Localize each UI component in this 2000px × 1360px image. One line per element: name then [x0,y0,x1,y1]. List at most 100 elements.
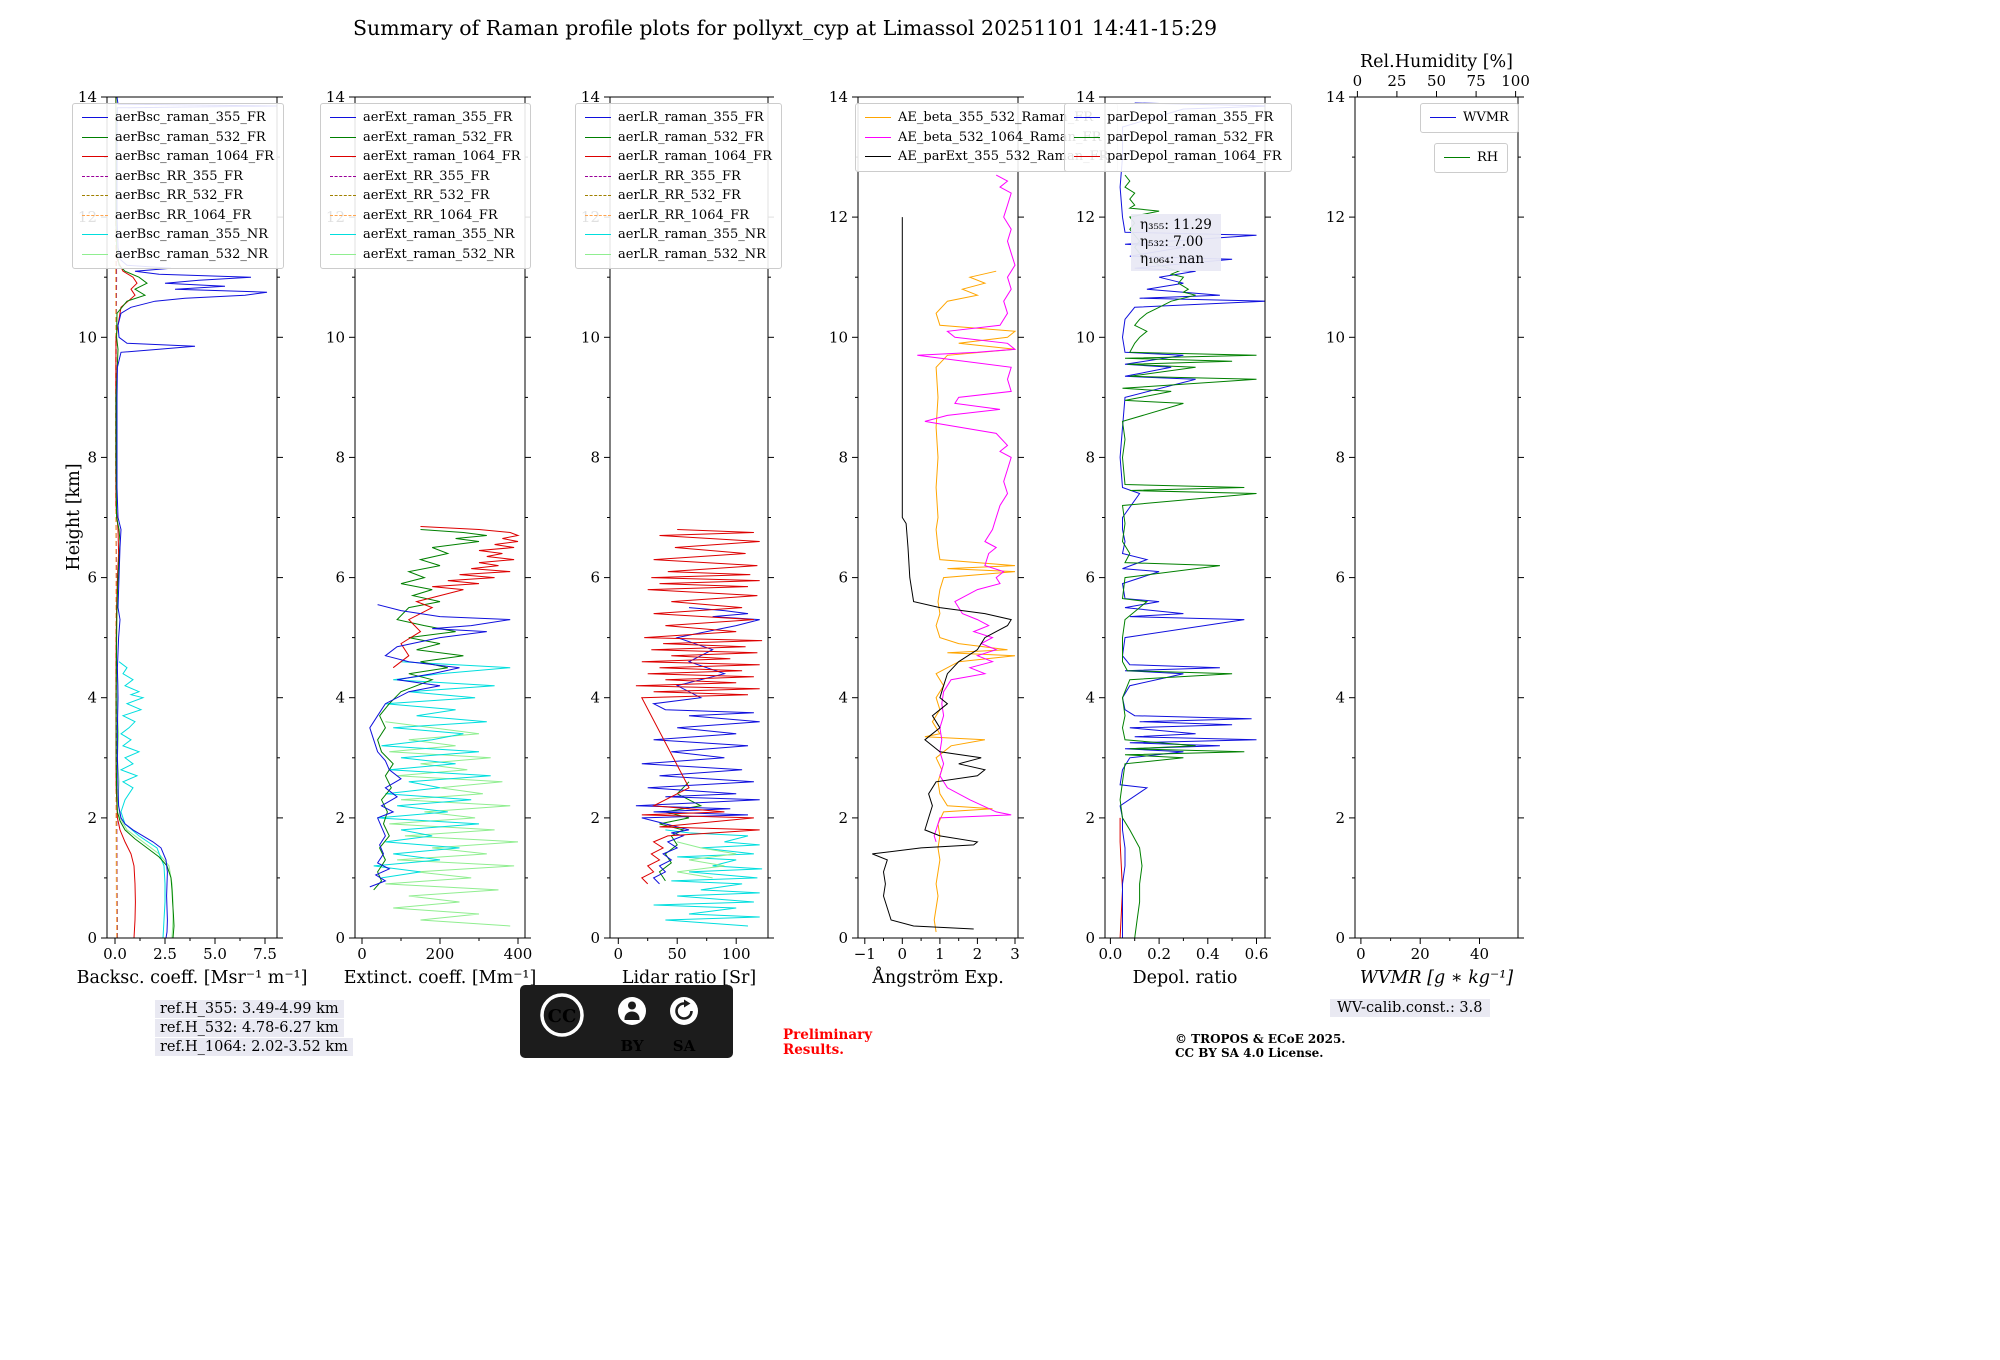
series-aerExt_raman_355_NR [373,661,511,879]
eta-annotation: η₃₅₅: 11.29 η₅₃₂: 7.00 η₁₀₆₄: nan [1131,214,1221,271]
legend-line-sample [1444,157,1470,159]
legend-label: aerBsc_raman_532_FR [115,129,266,145]
legend-entry: aerBsc_RR_532_FR [82,186,274,206]
legend-line-sample [82,195,108,197]
legend-entry: aerExt_RR_532_FR [330,186,521,206]
legend-entry: aerExt_raman_355_FR [330,108,521,128]
legend-line-sample [330,175,356,177]
top-tick-label: 50 [1427,72,1446,90]
legend-label: WVMR [1463,110,1509,125]
legend-label: AE_beta_355_532_Raman_FR [898,110,1094,125]
x-tick-label: 0 [614,945,624,963]
x-tick-label: 40 [1470,945,1489,963]
legend-label: aerExt_raman_1064_FR [363,149,521,164]
legend-line-sample [585,195,611,197]
legend-label: aerBsc_RR_532_FR [115,188,243,203]
top-axis-label: Rel.Humidity [%] [1360,52,1513,72]
y-tick-label: 2 [87,809,97,827]
y-tick-label: 0 [1085,929,1095,947]
cc-license-badge: CC BY SA [520,985,733,1058]
legend-line-sample [1074,156,1100,158]
ref-h-1064: ref.H_1064: 2.02-3.52 km [155,1038,353,1056]
x-tick-label: 20 [1411,945,1430,963]
legend-entry: aerLR_raman_355_NR [585,225,772,245]
y-tick-label: 6 [335,569,345,587]
top-tick-label: 75 [1467,72,1486,90]
legend-line-sample [865,156,891,158]
x-tick-label: 0.0 [1098,945,1122,963]
legend-line-sample [330,214,356,216]
legend-line-sample [330,253,356,255]
y-tick-label: 2 [1085,809,1095,827]
figure-title: Summary of Raman profile plots for polly… [353,16,1217,40]
x-tick-label: 1 [935,945,945,963]
legend-line-sample [1074,117,1100,119]
x-tick-label: 7.5 [253,945,277,963]
y-tick-label: 0 [590,929,600,947]
x-tick-label: 0 [898,945,908,963]
legend-entry: aerLR_RR_355_FR [585,167,772,187]
series-aerLR_raman_355_FR [635,607,760,885]
series-aerLR_raman_532_NR [677,841,737,879]
y-tick-label: 14 [326,88,345,106]
legend-label: aerBsc_RR_355_FR [115,168,243,184]
legend-label: parDepol_raman_1064_FR [1107,149,1282,164]
y-tick-label: 2 [335,809,345,827]
legend-label: aerBsc_raman_532_NR [115,246,269,262]
legend-label: aerExt_raman_355_NR [363,227,515,242]
x-axis-label: Depol. ratio [1133,968,1238,988]
legend-entry: aerLR_RR_1064_FR [585,206,772,226]
series-aerExt_raman_532_NR [385,721,519,927]
x-axis-label: Extinct. coeff. [Mm⁻¹] [344,968,537,988]
legend-line-sample [585,156,611,158]
y-tick-label: 14 [581,88,600,106]
y-tick-label: 12 [1326,208,1345,226]
y-tick-label: 8 [590,448,600,466]
x-tick-label: 100 [722,945,751,963]
legend-line-sample [82,214,108,216]
y-tick-label: 0 [335,929,345,947]
legend-entry: aerExt_RR_1064_FR [330,206,521,226]
legend-label: aerLR_raman_355_NR [618,227,766,242]
cc-logo-text: CC [548,1006,577,1027]
sa-arrow-head [684,999,691,1008]
y-tick-label: 6 [1085,569,1095,587]
x-tick-label: 0.4 [1196,945,1220,963]
y-tick-label: 0 [1335,929,1345,947]
y-tick-label: 10 [326,328,345,346]
panel-wvmr: 0 2 4 6 8 10 12 14 0 20 40 WVMR [g ∗ kg⁻¹] 0 25 50 75 10… [1300,45,1540,990]
legend-label: aerExt_raman_532_NR [363,246,515,262]
copyright-line1: © TROPOS & ECoE 2025. [1175,1032,1346,1046]
x-tick-label: 0 [357,945,367,963]
series-aerLR_raman_355_NR [653,829,763,927]
y-tick-label: 12 [829,208,848,226]
legend-line-sample [1430,117,1456,119]
legend-label: aerLR_RR_1064_FR [618,207,750,223]
y-tick-label: 14 [78,88,97,106]
x-tick-label: 2.5 [153,945,177,963]
series-aerExt_raman_355_FR [369,604,511,888]
legend-wvmr-0: WVMR [1420,103,1519,133]
x-tick-label: 400 [504,945,533,963]
y-tick-label: 4 [1085,689,1095,707]
y-tick-label: 12 [1076,208,1095,226]
legend-depol: parDepol_raman_355_FR parDepol_raman_532_… [1064,103,1292,172]
series-aerBsc_raman_532_FR [115,97,175,938]
legend-entry: aerBsc_raman_532_NR [82,245,274,265]
legend-line-sample [330,117,356,119]
copyright-note: © TROPOS & ECoE 2025. CC BY SA 4.0 Licen… [1175,1032,1345,1060]
x-tick-label: 0.2 [1147,945,1171,963]
plot-frame [1354,96,1519,939]
top-tick-label: 0 [1353,72,1363,90]
legend-line-sample [585,117,611,119]
sa-arrow-icon [670,997,698,1025]
y-tick-label: 14 [829,88,848,106]
wv-calibration-constant: WV-calib.const.: 3.8 [1330,999,1490,1017]
cc-logo-circle [540,993,584,1037]
eta-355: η₃₅₅: 11.29 [1140,217,1212,233]
x-tick-label: 5.0 [203,945,227,963]
x-tick-label: 3 [1010,945,1020,963]
